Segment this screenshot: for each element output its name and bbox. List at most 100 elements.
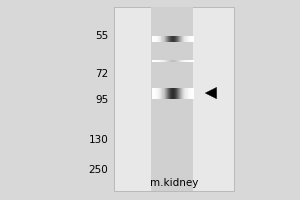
Bar bbox=[187, 88, 188, 99]
Bar bbox=[158, 36, 159, 42]
Bar bbox=[163, 60, 164, 62]
Bar bbox=[164, 60, 165, 62]
Bar bbox=[156, 36, 157, 42]
Bar bbox=[154, 36, 155, 42]
Bar bbox=[178, 60, 179, 62]
Bar bbox=[166, 88, 167, 99]
Bar bbox=[166, 60, 167, 62]
Bar bbox=[191, 36, 192, 42]
Bar bbox=[170, 60, 171, 62]
Bar bbox=[193, 60, 194, 62]
Bar bbox=[184, 36, 185, 42]
Bar bbox=[171, 88, 172, 99]
Bar bbox=[172, 36, 173, 42]
Bar bbox=[187, 36, 188, 42]
Text: 95: 95 bbox=[95, 95, 108, 105]
Bar bbox=[165, 36, 166, 42]
Bar bbox=[189, 60, 190, 62]
Text: 250: 250 bbox=[88, 165, 108, 175]
Bar bbox=[178, 88, 179, 99]
Bar bbox=[169, 88, 170, 99]
Bar bbox=[187, 60, 188, 62]
Bar bbox=[188, 36, 189, 42]
Bar bbox=[190, 36, 191, 42]
Bar bbox=[182, 60, 183, 62]
Bar bbox=[172, 88, 173, 99]
Bar bbox=[193, 88, 194, 99]
Bar bbox=[156, 88, 157, 99]
Bar bbox=[157, 36, 158, 42]
Bar bbox=[153, 88, 154, 99]
Bar bbox=[189, 88, 190, 99]
Bar bbox=[175, 60, 176, 62]
Bar bbox=[169, 60, 170, 62]
Bar bbox=[167, 60, 168, 62]
Bar bbox=[152, 60, 153, 62]
Bar bbox=[163, 36, 164, 42]
Bar bbox=[177, 88, 178, 99]
Bar bbox=[179, 36, 180, 42]
Bar bbox=[157, 60, 158, 62]
Bar bbox=[176, 60, 177, 62]
Bar bbox=[192, 60, 193, 62]
Bar bbox=[190, 88, 191, 99]
Text: 55: 55 bbox=[95, 31, 108, 41]
Bar bbox=[189, 36, 190, 42]
Bar bbox=[158, 60, 159, 62]
Bar bbox=[180, 88, 181, 99]
Bar bbox=[192, 36, 193, 42]
Bar bbox=[173, 88, 174, 99]
Bar bbox=[179, 88, 180, 99]
Bar bbox=[193, 36, 194, 42]
Bar bbox=[167, 36, 168, 42]
Bar bbox=[161, 36, 163, 42]
Bar bbox=[181, 36, 182, 42]
Bar bbox=[188, 88, 189, 99]
Bar bbox=[159, 36, 160, 42]
Bar bbox=[161, 88, 163, 99]
Bar bbox=[114, 7, 234, 191]
Polygon shape bbox=[205, 87, 217, 99]
Bar bbox=[175, 88, 176, 99]
Bar bbox=[179, 60, 180, 62]
Bar bbox=[191, 60, 192, 62]
Bar bbox=[180, 60, 181, 62]
Bar bbox=[174, 88, 175, 99]
Bar bbox=[159, 88, 160, 99]
Text: 72: 72 bbox=[95, 69, 108, 79]
Bar bbox=[183, 88, 184, 99]
Bar bbox=[152, 36, 153, 42]
Bar bbox=[174, 36, 175, 42]
Bar bbox=[182, 88, 183, 99]
Bar bbox=[168, 88, 169, 99]
Bar bbox=[190, 60, 191, 62]
Bar bbox=[170, 36, 171, 42]
Bar bbox=[169, 36, 170, 42]
Bar bbox=[155, 60, 156, 62]
Bar bbox=[157, 88, 158, 99]
Bar bbox=[165, 60, 166, 62]
Bar bbox=[164, 88, 165, 99]
Bar bbox=[154, 60, 155, 62]
Bar bbox=[160, 60, 161, 62]
Bar bbox=[185, 60, 187, 62]
Bar bbox=[155, 36, 156, 42]
Bar bbox=[173, 36, 174, 42]
Bar bbox=[159, 60, 160, 62]
Bar bbox=[176, 88, 177, 99]
Bar bbox=[165, 88, 166, 99]
Bar bbox=[168, 60, 169, 62]
Bar bbox=[166, 36, 167, 42]
Bar bbox=[185, 36, 187, 42]
Bar bbox=[155, 88, 156, 99]
Text: m.kidney: m.kidney bbox=[150, 178, 198, 188]
Bar bbox=[188, 60, 189, 62]
Bar bbox=[160, 88, 161, 99]
Bar bbox=[177, 60, 178, 62]
Bar bbox=[181, 88, 182, 99]
Bar bbox=[183, 60, 184, 62]
Text: 130: 130 bbox=[88, 135, 108, 145]
Bar bbox=[178, 36, 179, 42]
Bar bbox=[183, 36, 184, 42]
Bar bbox=[153, 60, 154, 62]
